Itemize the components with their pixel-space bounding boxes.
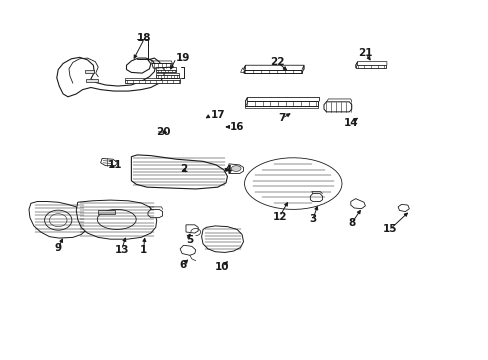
Text: 10: 10 [215, 262, 229, 272]
Polygon shape [97, 210, 136, 229]
Polygon shape [350, 199, 365, 209]
Text: 1: 1 [140, 245, 147, 255]
Polygon shape [231, 166, 241, 171]
Polygon shape [250, 161, 335, 206]
Polygon shape [180, 245, 195, 255]
Text: 2: 2 [180, 164, 187, 174]
Text: 16: 16 [229, 122, 244, 132]
Polygon shape [355, 62, 357, 68]
Polygon shape [310, 194, 322, 202]
Text: 8: 8 [347, 218, 355, 228]
Text: 20: 20 [156, 127, 170, 136]
Text: 22: 22 [270, 57, 285, 67]
Text: 17: 17 [210, 111, 224, 121]
Polygon shape [245, 98, 247, 107]
Polygon shape [185, 225, 198, 233]
Text: 14: 14 [343, 118, 357, 128]
Polygon shape [148, 210, 162, 218]
Polygon shape [201, 226, 243, 252]
Polygon shape [76, 200, 157, 239]
Text: 13: 13 [114, 245, 129, 255]
Polygon shape [101, 158, 118, 166]
Polygon shape [98, 211, 115, 214]
Text: 18: 18 [137, 33, 151, 43]
Polygon shape [244, 158, 341, 210]
Text: 5: 5 [185, 235, 193, 245]
Polygon shape [57, 57, 163, 97]
Polygon shape [243, 65, 245, 73]
Polygon shape [245, 101, 317, 107]
Polygon shape [240, 68, 245, 72]
Polygon shape [29, 202, 87, 238]
Polygon shape [156, 69, 176, 72]
Text: 21: 21 [357, 48, 372, 58]
Text: 12: 12 [272, 212, 286, 221]
Polygon shape [156, 75, 178, 78]
Text: 6: 6 [179, 260, 186, 270]
Text: 11: 11 [108, 160, 122, 170]
Text: 3: 3 [308, 215, 316, 224]
Text: 7: 7 [278, 113, 285, 123]
Polygon shape [228, 164, 243, 174]
Text: 4: 4 [224, 165, 232, 175]
Polygon shape [125, 80, 180, 83]
Polygon shape [355, 65, 385, 68]
Polygon shape [324, 102, 351, 112]
Polygon shape [86, 79, 98, 82]
Polygon shape [302, 65, 304, 73]
Polygon shape [152, 63, 172, 68]
Polygon shape [44, 210, 72, 230]
Text: 15: 15 [382, 225, 396, 234]
Polygon shape [397, 204, 408, 212]
Text: 9: 9 [55, 243, 61, 253]
Polygon shape [131, 155, 227, 189]
Text: 19: 19 [176, 53, 190, 63]
Polygon shape [243, 69, 302, 73]
Polygon shape [84, 69, 94, 73]
